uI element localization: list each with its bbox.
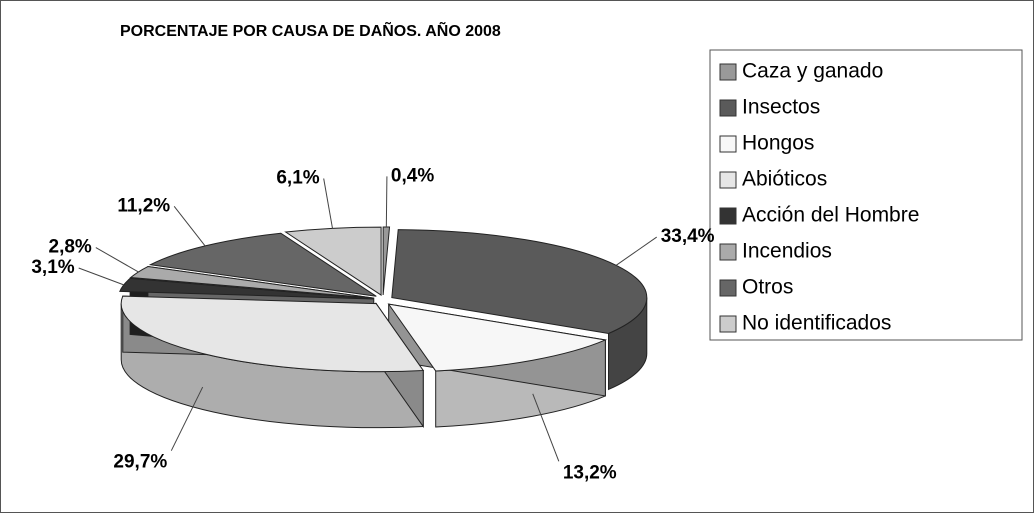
slice bbox=[387, 303, 608, 372]
legend-label: Abióticos bbox=[742, 168, 827, 191]
leader-line bbox=[170, 386, 204, 451]
data-label: 6,1% bbox=[276, 168, 319, 189]
legend-box bbox=[709, 49, 1023, 341]
leader-line bbox=[532, 393, 560, 462]
legend-label: Incendios bbox=[742, 240, 832, 263]
legend-label: Insectos bbox=[742, 96, 820, 119]
legend-label: Caza y ganado bbox=[742, 60, 883, 83]
leader-line bbox=[323, 178, 333, 229]
chart-title: PORCENTAJE POR CAUSA DE DAÑOS. AÑO 2008 bbox=[120, 20, 501, 40]
slice bbox=[284, 226, 382, 297]
legend-swatch bbox=[719, 99, 737, 117]
legend-swatch bbox=[719, 279, 737, 297]
legend-swatch bbox=[719, 135, 737, 153]
legend-label: Acción del Hombre bbox=[742, 204, 919, 227]
slice bbox=[119, 277, 374, 300]
legend-label: Hongos bbox=[742, 132, 814, 155]
legend-swatch bbox=[719, 63, 737, 81]
data-label: 0,4% bbox=[391, 165, 434, 186]
slice bbox=[120, 295, 425, 373]
legend-swatch bbox=[719, 315, 737, 333]
slice bbox=[391, 229, 648, 334]
legend-swatch bbox=[719, 243, 737, 261]
data-label: 13,2% bbox=[563, 462, 617, 483]
data-label: 3,1% bbox=[31, 257, 74, 278]
data-label: 29,7% bbox=[113, 452, 167, 473]
leader-line bbox=[173, 206, 206, 247]
leader-line bbox=[95, 247, 139, 273]
data-label: 2,8% bbox=[49, 237, 92, 258]
leader-line bbox=[385, 176, 388, 228]
data-label: 11,2% bbox=[117, 195, 170, 216]
legend-swatch bbox=[719, 171, 737, 189]
legend-label: Otros bbox=[742, 276, 793, 299]
data-label: 33,4% bbox=[661, 226, 715, 247]
legend-swatch bbox=[719, 207, 737, 225]
slice bbox=[129, 265, 374, 299]
leader-line bbox=[615, 236, 658, 266]
leader-line bbox=[78, 267, 124, 286]
legend-label: No identificados bbox=[742, 312, 891, 335]
